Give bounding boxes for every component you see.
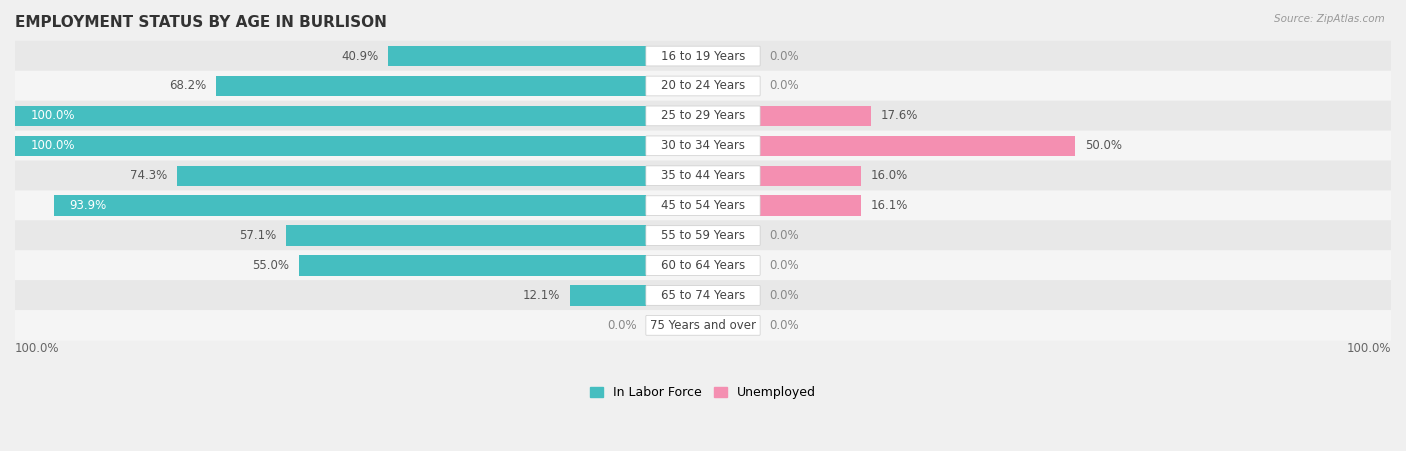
Text: 0.0%: 0.0% xyxy=(769,259,799,272)
Bar xyxy=(759,106,870,126)
Bar xyxy=(15,136,647,156)
Text: Source: ZipAtlas.com: Source: ZipAtlas.com xyxy=(1274,14,1385,23)
Text: 74.3%: 74.3% xyxy=(131,169,167,182)
FancyBboxPatch shape xyxy=(645,136,761,156)
Text: 30 to 34 Years: 30 to 34 Years xyxy=(661,139,745,152)
Text: 0.0%: 0.0% xyxy=(607,319,637,332)
Text: 40.9%: 40.9% xyxy=(342,50,378,63)
FancyBboxPatch shape xyxy=(645,315,761,335)
Text: 16.1%: 16.1% xyxy=(870,199,908,212)
Text: 17.6%: 17.6% xyxy=(880,110,918,122)
Text: 16.0%: 16.0% xyxy=(870,169,907,182)
Bar xyxy=(759,195,862,216)
FancyBboxPatch shape xyxy=(645,46,761,66)
Text: 65 to 74 Years: 65 to 74 Years xyxy=(661,289,745,302)
Text: 20 to 24 Years: 20 to 24 Years xyxy=(661,79,745,92)
Text: 100.0%: 100.0% xyxy=(1347,342,1391,355)
Text: 75 Years and over: 75 Years and over xyxy=(650,319,756,332)
Text: 50.0%: 50.0% xyxy=(1085,139,1122,152)
FancyBboxPatch shape xyxy=(15,161,1391,191)
Text: 16 to 19 Years: 16 to 19 Years xyxy=(661,50,745,63)
Text: 100.0%: 100.0% xyxy=(31,110,76,122)
Text: 100.0%: 100.0% xyxy=(31,139,76,152)
FancyBboxPatch shape xyxy=(15,71,1391,101)
FancyBboxPatch shape xyxy=(15,250,1391,281)
Bar xyxy=(569,285,647,306)
Bar xyxy=(215,76,647,96)
FancyBboxPatch shape xyxy=(15,310,1391,341)
Text: 0.0%: 0.0% xyxy=(769,79,799,92)
Bar xyxy=(177,166,647,186)
Legend: In Labor Force, Unemployed: In Labor Force, Unemployed xyxy=(585,381,821,404)
FancyBboxPatch shape xyxy=(645,106,761,126)
FancyBboxPatch shape xyxy=(645,166,761,186)
Bar xyxy=(759,166,860,186)
Text: 100.0%: 100.0% xyxy=(15,342,59,355)
FancyBboxPatch shape xyxy=(645,196,761,216)
FancyBboxPatch shape xyxy=(15,190,1391,221)
Bar xyxy=(285,226,647,246)
FancyBboxPatch shape xyxy=(15,131,1391,161)
FancyBboxPatch shape xyxy=(645,256,761,276)
Text: 0.0%: 0.0% xyxy=(769,319,799,332)
Text: 12.1%: 12.1% xyxy=(523,289,561,302)
Text: 0.0%: 0.0% xyxy=(769,289,799,302)
Text: 25 to 29 Years: 25 to 29 Years xyxy=(661,110,745,122)
Text: 0.0%: 0.0% xyxy=(769,229,799,242)
Text: 35 to 44 Years: 35 to 44 Years xyxy=(661,169,745,182)
Bar xyxy=(53,195,647,216)
FancyBboxPatch shape xyxy=(15,41,1391,71)
FancyBboxPatch shape xyxy=(15,101,1391,131)
Bar xyxy=(299,255,647,276)
Text: 55 to 59 Years: 55 to 59 Years xyxy=(661,229,745,242)
Text: 55.0%: 55.0% xyxy=(253,259,290,272)
Text: 93.9%: 93.9% xyxy=(69,199,107,212)
Text: 60 to 64 Years: 60 to 64 Years xyxy=(661,259,745,272)
FancyBboxPatch shape xyxy=(15,221,1391,251)
FancyBboxPatch shape xyxy=(645,76,761,96)
FancyBboxPatch shape xyxy=(645,285,761,305)
Text: 45 to 54 Years: 45 to 54 Years xyxy=(661,199,745,212)
FancyBboxPatch shape xyxy=(645,226,761,245)
FancyBboxPatch shape xyxy=(15,280,1391,311)
Bar xyxy=(388,46,647,66)
Text: EMPLOYMENT STATUS BY AGE IN BURLISON: EMPLOYMENT STATUS BY AGE IN BURLISON xyxy=(15,15,387,30)
Bar xyxy=(15,106,647,126)
Text: 68.2%: 68.2% xyxy=(169,79,207,92)
Bar xyxy=(759,136,1076,156)
Text: 57.1%: 57.1% xyxy=(239,229,277,242)
Text: 0.0%: 0.0% xyxy=(769,50,799,63)
